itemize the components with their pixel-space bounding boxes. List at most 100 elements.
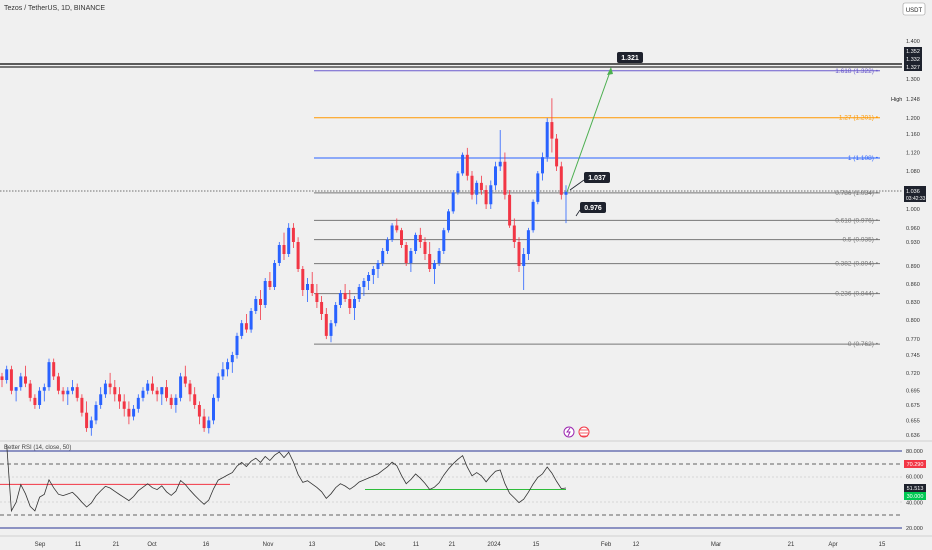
candle-body[interactable] — [400, 230, 403, 245]
candle-body[interactable] — [395, 225, 399, 231]
candle-body[interactable] — [484, 190, 488, 205]
candle-body[interactable] — [19, 376, 23, 388]
candle-body[interactable] — [353, 299, 356, 308]
candle-body[interactable] — [357, 287, 361, 299]
candle-body[interactable] — [489, 185, 493, 205]
candle-body[interactable] — [451, 192, 455, 212]
candle-body[interactable] — [216, 376, 220, 398]
candle-body[interactable] — [254, 299, 258, 311]
candle-body[interactable] — [150, 383, 154, 391]
candle-body[interactable] — [404, 245, 408, 263]
candle-body[interactable] — [268, 281, 272, 287]
candle-body[interactable] — [212, 397, 215, 421]
candle-body[interactable] — [310, 284, 314, 293]
candle-body[interactable] — [362, 281, 366, 287]
candle-body[interactable] — [385, 239, 389, 251]
candle-body[interactable] — [240, 323, 244, 336]
candle-body[interactable] — [343, 293, 347, 299]
candle-body[interactable] — [226, 362, 230, 370]
candle-body[interactable] — [165, 387, 168, 398]
candle-body[interactable] — [282, 245, 286, 254]
candle-body[interactable] — [71, 387, 74, 391]
candle-body[interactable] — [315, 293, 319, 302]
candle-body[interactable] — [99, 394, 103, 405]
candle-body[interactable] — [291, 227, 295, 242]
candle-body[interactable] — [0, 376, 4, 380]
candle-body[interactable] — [348, 299, 352, 308]
candle-body[interactable] — [414, 234, 418, 251]
price-axis[interactable]: 1.400 1.300 1.248 1.200 1.160 1.120 1.080 1.000… — [906, 39, 920, 439]
callout-support[interactable]: 0.976 — [575, 202, 606, 217]
candle-body[interactable] — [465, 154, 469, 176]
candle-body[interactable] — [33, 397, 37, 405]
candle-body[interactable] — [89, 420, 93, 429]
candle-body[interactable] — [423, 242, 427, 254]
candle-body[interactable] — [14, 387, 18, 391]
candle-body[interactable] — [61, 390, 65, 395]
candle-body[interactable] — [545, 122, 549, 158]
candle-body[interactable] — [132, 408, 136, 417]
candle-body[interactable] — [338, 293, 342, 305]
candle-body[interactable] — [174, 397, 178, 405]
candle-body[interactable] — [512, 225, 516, 243]
projection-arrow[interactable] — [566, 68, 612, 193]
candle-body[interactable] — [559, 166, 563, 195]
candle-body[interactable] — [531, 201, 535, 231]
candle-body[interactable] — [390, 225, 394, 240]
candle-body[interactable] — [230, 355, 234, 363]
candle-body[interactable] — [155, 390, 159, 395]
candle-body[interactable] — [221, 369, 225, 377]
candle-body[interactable] — [428, 254, 432, 269]
candle-body[interactable] — [75, 387, 79, 398]
candle-body[interactable] — [517, 242, 521, 266]
candle-body[interactable] — [381, 251, 385, 263]
candle-body[interactable] — [259, 299, 262, 305]
candle-body[interactable] — [263, 281, 267, 305]
candle-body[interactable] — [409, 251, 413, 263]
candle-body[interactable] — [80, 397, 84, 413]
fib-retracement[interactable]: 1.618 (1.322) • 1.27 (1.201) • 1 (1.108) •… — [314, 68, 880, 348]
candle-body[interactable] — [447, 211, 450, 231]
candle-body[interactable] — [334, 305, 338, 324]
candle-body[interactable] — [42, 387, 46, 391]
candle-body[interactable] — [536, 173, 540, 202]
candle-body[interactable] — [179, 376, 183, 398]
candlestick-series[interactable] — [0, 98, 568, 490]
candle-body[interactable] — [367, 275, 371, 281]
candle-body[interactable] — [188, 383, 192, 395]
candle-body[interactable] — [235, 335, 239, 355]
candle-body[interactable] — [94, 405, 98, 421]
candle-body[interactable] — [56, 376, 60, 391]
candle-body[interactable] — [503, 161, 507, 195]
candle-body[interactable] — [85, 412, 89, 429]
candle-body[interactable] — [306, 284, 309, 290]
candle-body[interactable] — [550, 122, 554, 139]
candle-body[interactable] — [526, 230, 530, 254]
callout-current[interactable]: 1.037 — [569, 172, 610, 191]
candle-body[interactable] — [461, 154, 465, 174]
candle-body[interactable] — [183, 376, 187, 384]
candle-body[interactable] — [301, 269, 305, 290]
candle-body[interactable] — [160, 387, 164, 395]
candle-body[interactable] — [136, 397, 140, 409]
candle-body[interactable] — [202, 416, 206, 429]
candle-body[interactable] — [329, 323, 333, 336]
candle-body[interactable] — [169, 397, 173, 405]
candle-body[interactable] — [432, 263, 436, 269]
candle-body[interactable] — [494, 166, 497, 186]
candle-body[interactable] — [5, 369, 9, 380]
candle-body[interactable] — [103, 383, 107, 395]
candle-body[interactable] — [52, 362, 56, 377]
candle-body[interactable] — [475, 182, 479, 195]
candle-body[interactable] — [66, 390, 70, 395]
candle-body[interactable] — [376, 263, 380, 269]
candle-body[interactable] — [296, 242, 300, 269]
candle-body[interactable] — [479, 182, 483, 190]
candle-body[interactable] — [38, 390, 42, 405]
rsi-line[interactable] — [6, 444, 567, 513]
candle-body[interactable] — [498, 161, 502, 167]
candle-body[interactable] — [47, 362, 51, 388]
candle-body[interactable] — [437, 251, 441, 263]
candle-body[interactable] — [273, 263, 277, 287]
candle-body[interactable] — [442, 230, 446, 251]
